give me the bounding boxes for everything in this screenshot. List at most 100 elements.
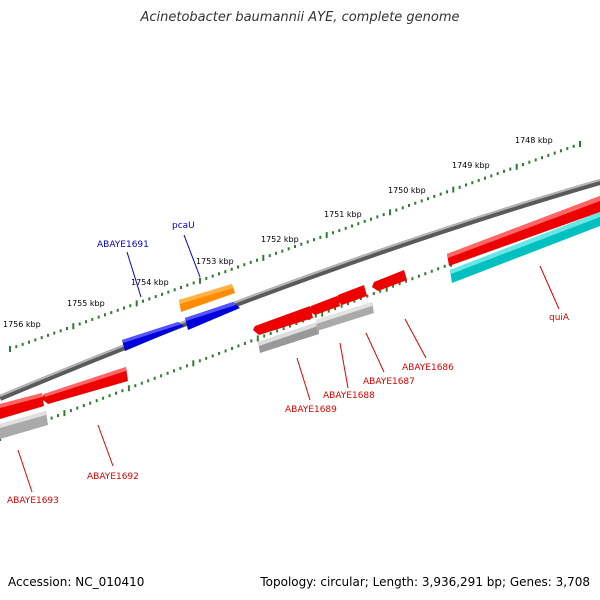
major-tick <box>579 141 581 147</box>
minor-tick <box>313 238 315 242</box>
minor-tick <box>237 265 239 269</box>
minor-tick <box>21 342 24 346</box>
gene-grey-left[interactable] <box>0 411 48 439</box>
minor-tick <box>430 269 433 273</box>
gene-ABAYE1692-shape[interactable] <box>42 367 128 404</box>
minor-tick <box>351 224 353 228</box>
minor-tick <box>154 295 157 299</box>
minor-tick <box>268 254 271 258</box>
minor-tick <box>230 267 233 271</box>
gene-ABAYE1693-shape[interactable] <box>0 393 44 419</box>
minor-tick <box>287 247 290 251</box>
minor-tick <box>439 192 442 196</box>
minor-tick <box>147 379 150 383</box>
minor-tick <box>211 274 214 278</box>
minor-tick <box>34 338 37 342</box>
minor-tick <box>173 288 176 292</box>
minor-tick <box>89 401 92 405</box>
minor-tick <box>376 215 379 219</box>
minor-tick <box>282 327 285 330</box>
minor-tick <box>15 345 18 349</box>
gene-ABAYE1691[interactable] <box>122 322 184 351</box>
minor-tick <box>237 344 240 348</box>
minor-tick <box>250 339 253 343</box>
forward-genes <box>122 284 240 351</box>
minor-tick <box>295 322 298 325</box>
gene-ABAYE1689-shape[interactable] <box>253 306 313 335</box>
minor-tick <box>110 311 113 315</box>
minor-tick <box>465 183 467 187</box>
minor-tick <box>446 190 448 194</box>
minor-tick <box>82 404 85 408</box>
gene-ABAYE1688-shape[interactable] <box>309 296 340 315</box>
minor-tick <box>108 394 111 398</box>
minor-tick <box>417 274 420 278</box>
minor-tick <box>359 297 362 301</box>
minor-tick <box>269 332 272 335</box>
scale-tick-label: 1749 kbp <box>452 161 490 170</box>
topology-label: Topology: circular; Length: 3,936,291 bp… <box>260 575 590 589</box>
minor-tick <box>503 169 505 173</box>
minor-tick <box>458 185 461 189</box>
minor-tick <box>97 315 100 319</box>
minor-tick <box>179 366 182 370</box>
minor-tick <box>276 329 279 333</box>
gene-label-ABAYE1693: ABAYE1693 <box>7 496 59 506</box>
minor-tick <box>205 356 208 360</box>
minor-tick <box>123 306 125 310</box>
minor-tick <box>40 336 43 340</box>
major-tick <box>515 163 518 170</box>
gene-grey-middle[interactable] <box>258 302 374 353</box>
minor-tick <box>186 283 189 287</box>
minor-tick <box>357 222 360 226</box>
minor-tick <box>347 302 349 306</box>
gene-cyan[interactable] <box>450 212 600 283</box>
minor-tick <box>173 369 175 373</box>
minor-tick <box>275 251 277 255</box>
major-tick <box>127 385 130 392</box>
minor-tick <box>509 167 512 171</box>
gene-labels: ABAYE1691 pcaU ABAYE1692 ABAYE1693 ABAYE… <box>7 221 570 506</box>
major-tick <box>452 186 455 193</box>
minor-tick <box>471 181 474 185</box>
gene-label-pcaU: pcaU <box>172 221 195 231</box>
minor-tick <box>424 272 427 276</box>
minor-tick <box>102 396 105 400</box>
minor-tick <box>256 258 258 262</box>
minor-tick <box>340 304 343 308</box>
gene-ABAYE1687-shape[interactable] <box>336 285 367 305</box>
minor-tick <box>366 294 369 298</box>
minor-tick <box>85 320 87 324</box>
gene-label-ABAYE1689: ABAYE1689 <box>285 405 337 415</box>
gene-pcaU[interactable] <box>185 302 240 330</box>
minor-tick <box>59 329 62 333</box>
minor-tick <box>398 282 401 286</box>
major-tick <box>262 254 265 261</box>
major-tick <box>72 323 75 330</box>
minor-tick <box>134 384 137 388</box>
minor-tick <box>185 364 188 368</box>
minor-tick <box>47 333 49 337</box>
minor-tick <box>560 149 562 153</box>
gene-ABAYE1686-shape[interactable] <box>372 270 407 291</box>
major-tick <box>63 410 66 417</box>
minor-tick <box>411 277 414 281</box>
minor-tick <box>306 240 309 244</box>
minor-tick <box>167 290 170 294</box>
minor-tick <box>408 204 410 207</box>
minor-tick <box>395 208 398 212</box>
minor-tick <box>205 276 208 280</box>
minor-tick <box>372 292 375 296</box>
minor-tick <box>334 307 337 311</box>
minor-tick <box>338 229 341 233</box>
major-tick <box>9 346 11 352</box>
gene-orange[interactable] <box>179 284 235 312</box>
minor-tick <box>314 314 317 318</box>
gene-red-large-right[interactable] <box>447 196 600 266</box>
minor-tick <box>243 341 246 345</box>
minor-tick <box>327 309 330 313</box>
gene-label-ABAYE1687: ABAYE1687 <box>363 377 415 387</box>
accession-label: Accession: NC_010410 <box>8 575 145 589</box>
minor-tick <box>153 376 156 380</box>
